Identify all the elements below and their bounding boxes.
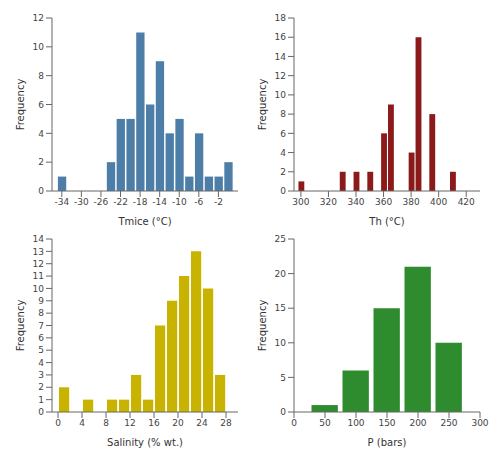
svg-text:0: 0 xyxy=(38,186,44,196)
svg-text:13: 13 xyxy=(33,247,44,257)
svg-text:9: 9 xyxy=(38,296,44,306)
svg-text:12: 12 xyxy=(33,13,44,23)
svg-text:0: 0 xyxy=(291,418,297,428)
svg-text:300: 300 xyxy=(471,418,488,428)
svg-text:7: 7 xyxy=(38,321,44,331)
svg-text:5: 5 xyxy=(38,345,44,355)
svg-text:10: 10 xyxy=(275,338,287,348)
svg-text:20: 20 xyxy=(275,269,287,279)
svg-text:11: 11 xyxy=(33,271,44,281)
svg-text:14: 14 xyxy=(275,52,287,62)
svg-text:Frequency: Frequency xyxy=(15,79,26,131)
svg-text:150: 150 xyxy=(378,418,395,428)
svg-text:12: 12 xyxy=(33,259,44,269)
svg-text:2: 2 xyxy=(38,157,44,167)
svg-text:50: 50 xyxy=(319,418,331,428)
svg-text:16: 16 xyxy=(148,418,160,428)
svg-text:-10: -10 xyxy=(172,197,187,207)
svg-text:-30: -30 xyxy=(74,197,89,207)
svg-text:4: 4 xyxy=(38,358,44,368)
svg-text:2: 2 xyxy=(280,167,286,177)
svg-text:Frequency: Frequency xyxy=(257,300,268,352)
svg-text:16: 16 xyxy=(275,32,287,42)
svg-text:-26: -26 xyxy=(94,197,109,207)
svg-text:Frequency: Frequency xyxy=(257,79,268,131)
svg-text:0: 0 xyxy=(280,186,286,196)
svg-text:200: 200 xyxy=(409,418,426,428)
svg-text:-6: -6 xyxy=(194,197,203,207)
svg-text:250: 250 xyxy=(440,418,457,428)
svg-text:380: 380 xyxy=(403,197,420,207)
svg-text:Th (°C): Th (°C) xyxy=(368,216,405,227)
svg-text:10: 10 xyxy=(275,90,287,100)
svg-text:-22: -22 xyxy=(113,197,128,207)
svg-text:Tmice (°C): Tmice (°C) xyxy=(117,216,171,227)
svg-text:6: 6 xyxy=(38,333,44,343)
svg-text:20: 20 xyxy=(172,418,184,428)
svg-text:4: 4 xyxy=(280,148,286,158)
svg-text:0: 0 xyxy=(55,418,61,428)
svg-text:10: 10 xyxy=(33,284,45,294)
svg-text:0: 0 xyxy=(280,407,286,417)
svg-text:3: 3 xyxy=(38,370,44,380)
svg-text:24: 24 xyxy=(196,418,208,428)
svg-text:8: 8 xyxy=(38,71,44,81)
svg-text:400: 400 xyxy=(430,197,447,207)
svg-text:-34: -34 xyxy=(54,197,69,207)
svg-text:100: 100 xyxy=(347,418,364,428)
svg-text:Salinity (% wt.): Salinity (% wt.) xyxy=(107,437,183,448)
svg-text:360: 360 xyxy=(375,197,392,207)
svg-text:340: 340 xyxy=(347,197,364,207)
svg-text:4: 4 xyxy=(38,129,44,139)
svg-text:6: 6 xyxy=(280,129,286,139)
svg-text:P (bars): P (bars) xyxy=(368,437,407,448)
svg-text:8: 8 xyxy=(280,109,286,119)
svg-text:-14: -14 xyxy=(152,197,167,207)
svg-text:8: 8 xyxy=(103,418,109,428)
svg-text:12: 12 xyxy=(124,418,135,428)
svg-text:300: 300 xyxy=(292,197,309,207)
svg-text:420: 420 xyxy=(458,197,475,207)
svg-text:15: 15 xyxy=(275,303,286,313)
svg-text:28: 28 xyxy=(220,418,232,428)
svg-text:12: 12 xyxy=(275,71,286,81)
svg-text:0: 0 xyxy=(38,407,44,417)
svg-text:-18: -18 xyxy=(133,197,148,207)
svg-text:14: 14 xyxy=(33,234,45,244)
svg-text:4: 4 xyxy=(79,418,85,428)
svg-text:1: 1 xyxy=(38,395,44,405)
svg-text:6: 6 xyxy=(38,100,44,110)
svg-text:2: 2 xyxy=(38,382,44,392)
svg-text:18: 18 xyxy=(275,13,287,23)
svg-text:8: 8 xyxy=(38,308,44,318)
svg-text:5: 5 xyxy=(280,373,286,383)
svg-text:25: 25 xyxy=(275,234,286,244)
svg-text:Frequency: Frequency xyxy=(15,300,26,352)
svg-text:10: 10 xyxy=(33,42,45,52)
svg-text:320: 320 xyxy=(320,197,337,207)
svg-text:-2: -2 xyxy=(214,197,223,207)
